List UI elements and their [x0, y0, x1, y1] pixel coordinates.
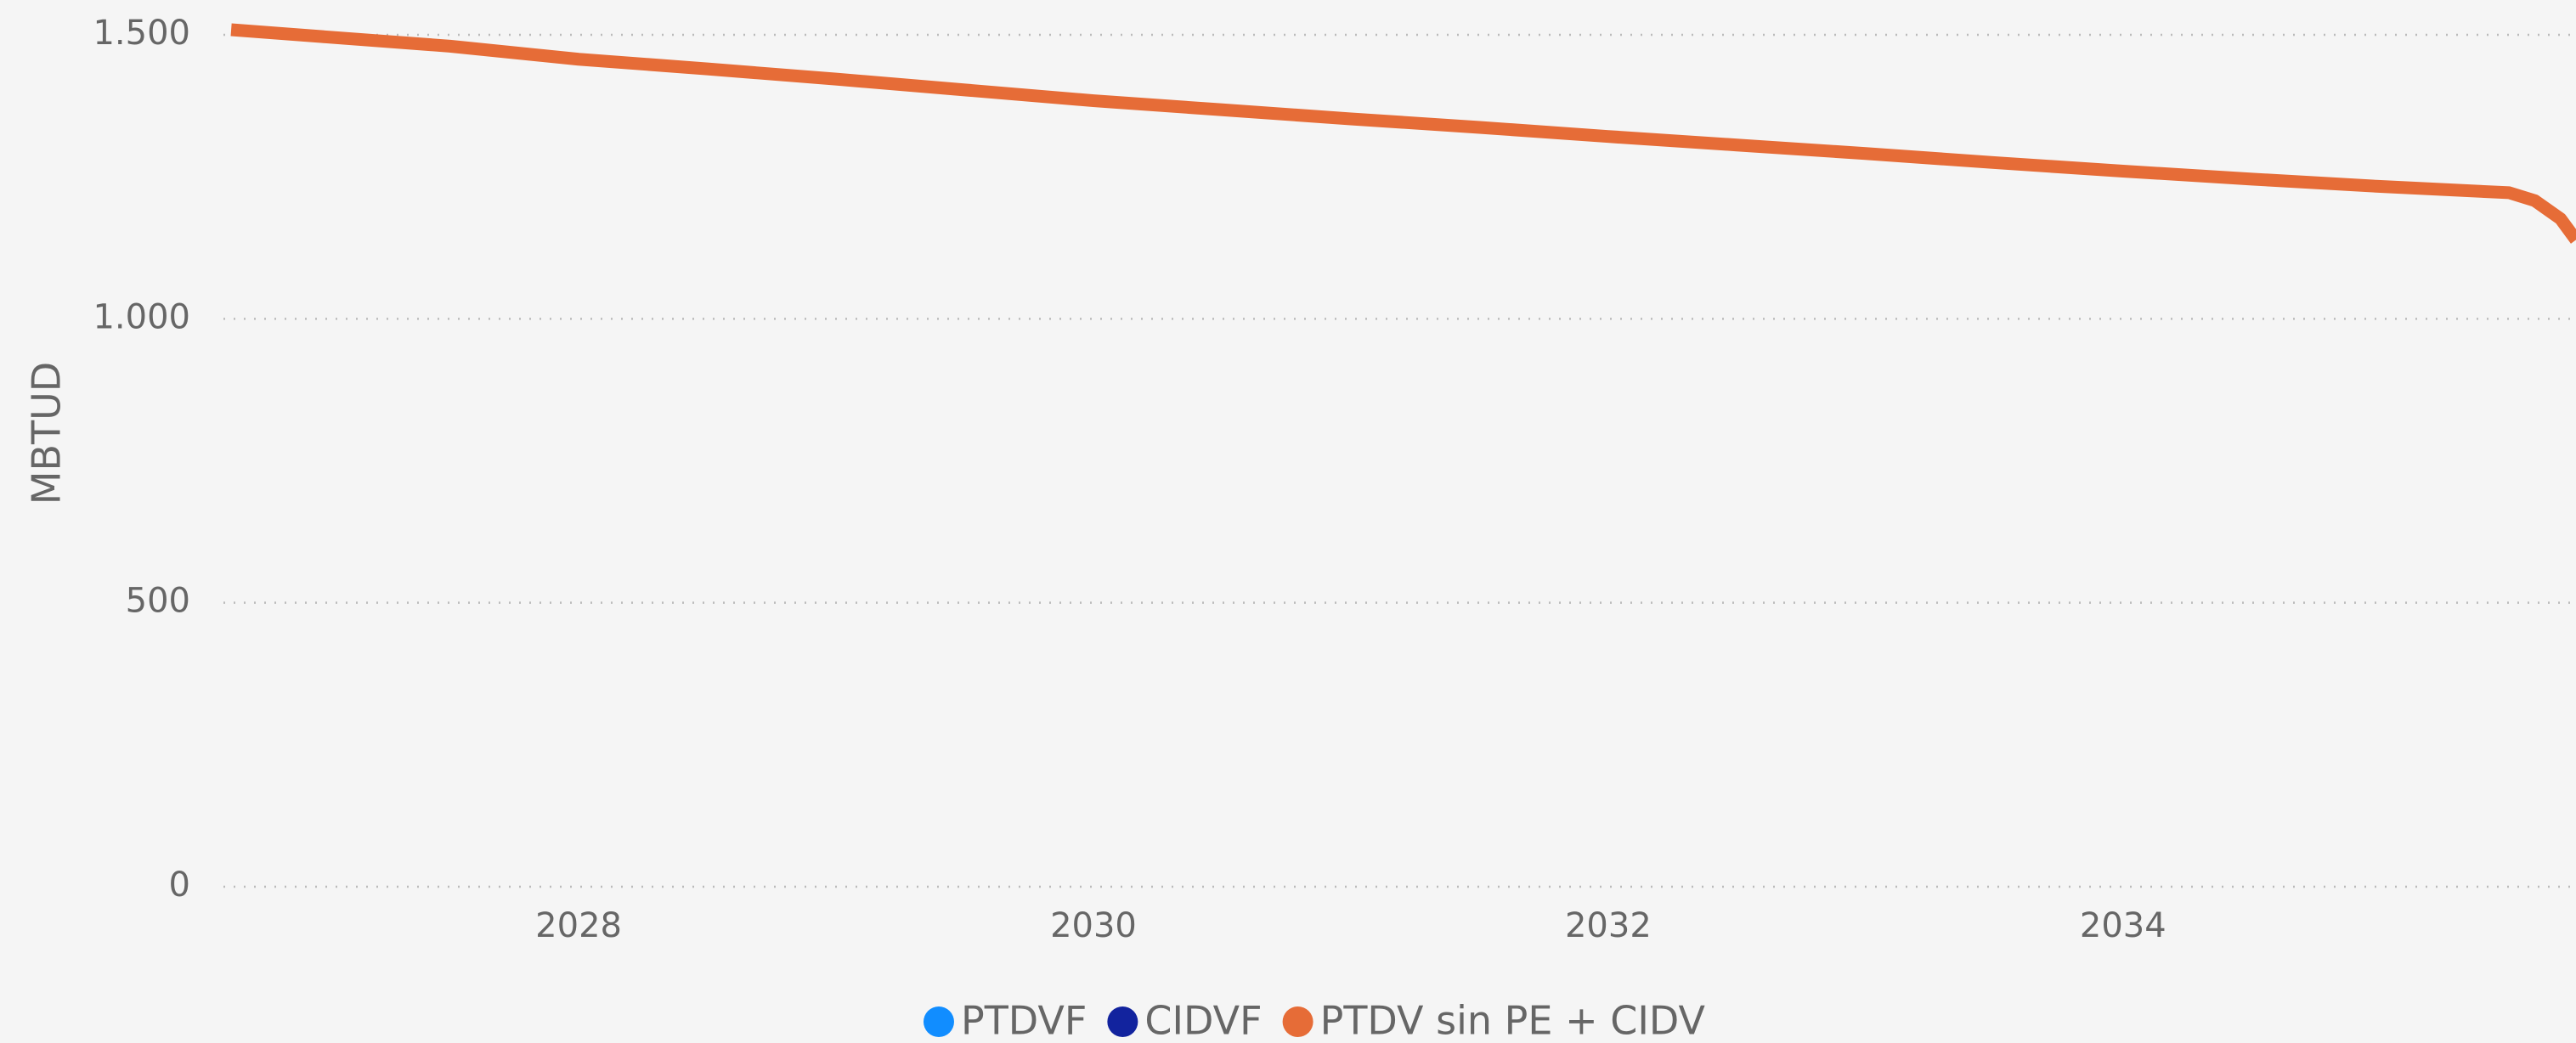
y-axis-title: MBTUD	[24, 362, 70, 505]
legend-label: PTDV sin PE + CIDV	[1320, 998, 1706, 1043]
legend-label: CIDVF	[1144, 998, 1262, 1043]
y-tick-label: 0	[169, 865, 190, 905]
x-tick-label: 2028	[535, 906, 622, 945]
legend-marker	[923, 1006, 954, 1037]
legend-marker	[1107, 1006, 1138, 1037]
y-tick-label: 500	[126, 582, 190, 621]
legend-label: PTDVF	[961, 998, 1087, 1043]
x-tick-label: 2032	[1565, 906, 1652, 945]
legend-marker	[1282, 1006, 1313, 1037]
line	[230, 23, 2576, 244]
y-tick-label: 1.500	[93, 14, 190, 53]
y-tick-label: 1.000	[93, 297, 190, 336]
x-tick-label: 2030	[1050, 906, 1137, 945]
x-tick-label: 2034	[2080, 906, 2166, 945]
